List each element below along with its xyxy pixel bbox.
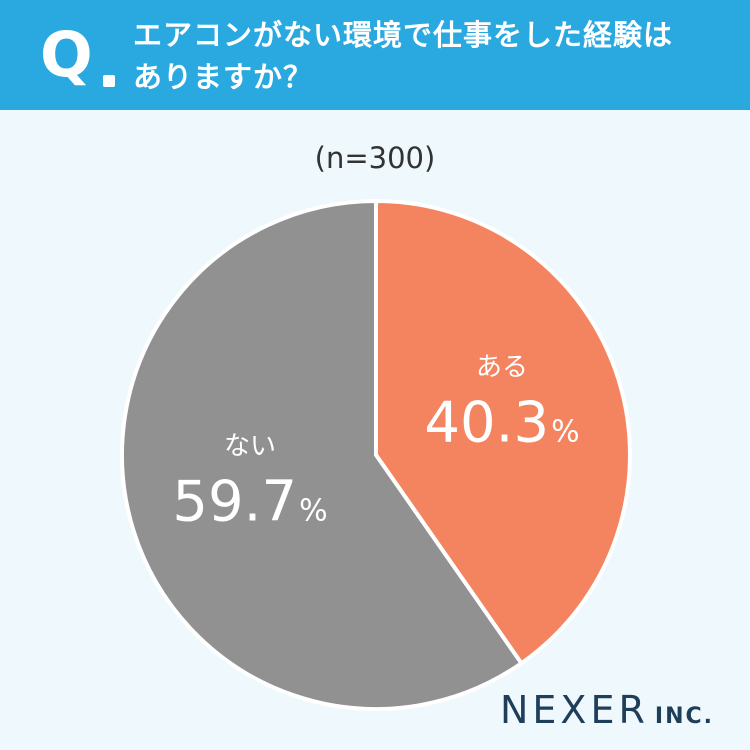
q-mark: Q (40, 18, 93, 91)
slice-value-label-1: 59.7% (172, 470, 327, 535)
question-line-1: エアコンがない環境で仕事をした経験は (133, 18, 674, 52)
logo-main-text: NEXER (500, 688, 649, 732)
pie-slice-0 (374, 199, 632, 666)
pie-slice-1 (120, 199, 524, 711)
q-dot-icon (103, 75, 115, 87)
question-header: Q エアコンがない環境で仕事をした経験は ありますか？ (0, 0, 750, 110)
question-line-2: ありますか？ (133, 60, 314, 94)
slice-category-label-1: ない (224, 432, 276, 462)
slice-category-label-0: ある (476, 352, 528, 382)
logo-sub-text: INC. (654, 704, 714, 729)
slice-value-label-0: 40.3% (424, 390, 579, 455)
sample-size: (n=300) (314, 141, 436, 175)
company-logo: NEXER INC. (500, 688, 714, 732)
question-text: エアコンがない環境で仕事をした経験は ありますか？ (133, 14, 723, 98)
